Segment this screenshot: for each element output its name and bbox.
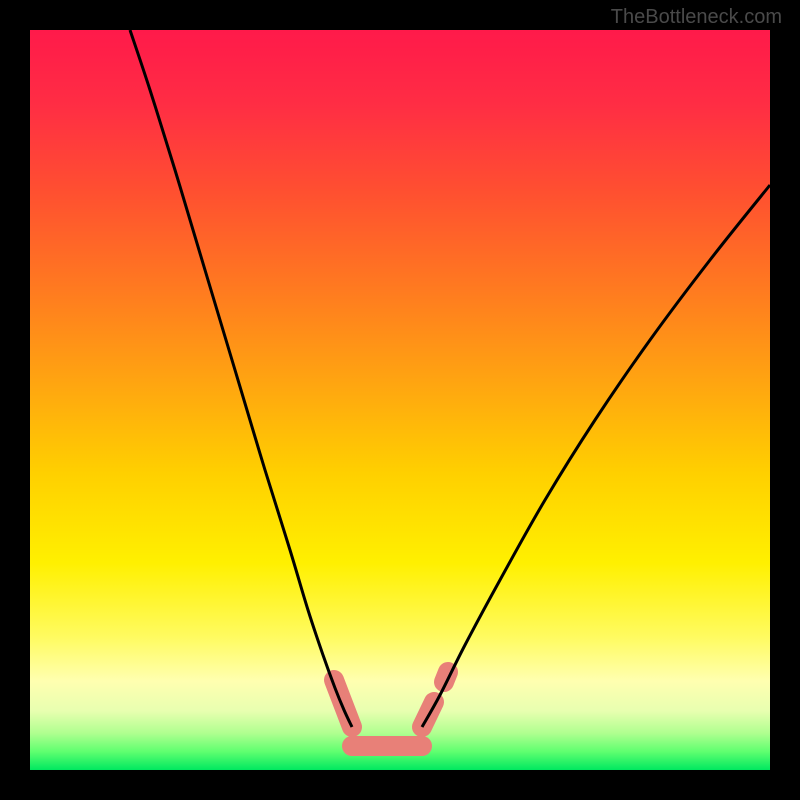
- curve-left: [130, 30, 352, 727]
- plot-area: [30, 30, 770, 770]
- bottleneck-curve-chart: [30, 30, 770, 770]
- curve-right: [422, 185, 770, 727]
- watermark-text: TheBottleneck.com: [611, 6, 782, 29]
